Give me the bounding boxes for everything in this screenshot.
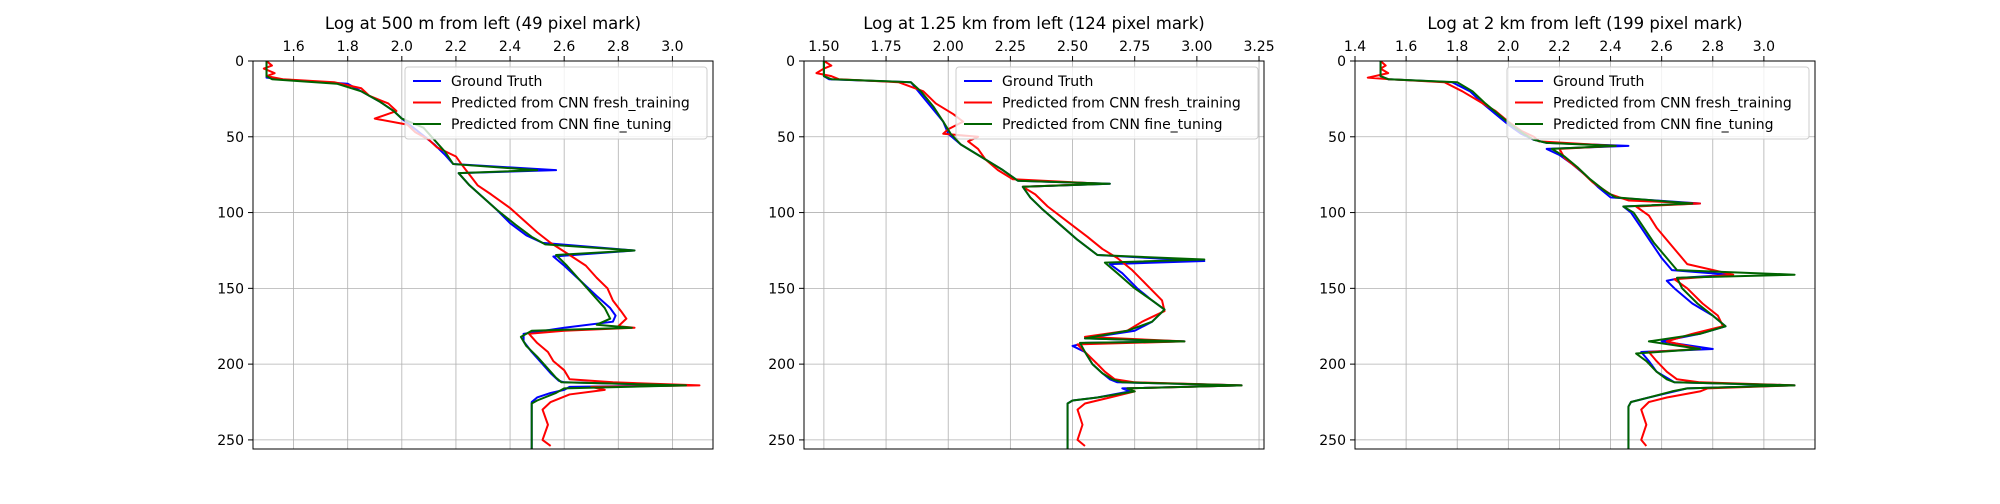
chart-panel-3: 1.4 1.6 1.8 2.0 2.2 2.4 2.6 2.8 3.0 0 50 100 150 200 2… [1319,14,1816,450]
x-tick-label: 3.25 [1243,39,1274,55]
x-tick-label: 3.00 [1181,39,1212,55]
plot-frame [1354,60,1816,450]
legend-label: Ground Truth [1002,74,1093,90]
legend-label: Ground Truth [451,74,542,90]
plot-frame [803,60,1265,450]
legend: Ground Truth Predicted from CNN fresh_tra… [404,66,708,140]
x-tick-label: 1.6 [282,39,304,55]
chart-panel-2: 1.50 1.75 2.00 2.25 2.50 2.75 3.00 3.25 0 50 100 15… [768,14,1275,450]
legend-label: Ground Truth [1553,74,1644,90]
legend: Ground Truth Predicted from CNN fresh_tra… [1506,66,1810,140]
x-tick-label: 2.4 [1599,39,1621,55]
y-tick-label: 0 [235,54,244,70]
chart-title: Log at 500 m from left (49 pixel mark) [325,14,641,33]
y-tick-label: 250 [217,433,244,449]
x-tick-label: 2.4 [499,39,521,55]
series-group [815,61,1243,449]
legend-label: Predicted from CNN fine_tuning [1553,117,1774,133]
y-tick-label: 50 [777,130,795,146]
plot-frame [252,60,714,450]
x-tick-label: 2.2 [1548,39,1570,55]
series-line-3 [265,61,687,449]
legend-label: Predicted from CNN fresh_training [1002,96,1241,112]
legend-box [1506,66,1810,140]
y-tick-label: 150 [1319,281,1346,297]
x-tick-label: 1.6 [1395,39,1417,55]
x-tick-label: 2.00 [933,39,964,55]
chart-title: Log at 1.25 km from left (124 pixel mark… [863,14,1204,33]
x-tick-label: 2.2 [445,39,467,55]
x-tick-label: 1.50 [808,39,839,55]
x-tick-label: 2.8 [1702,39,1724,55]
y-tick-label: 250 [768,433,795,449]
legend-label: Predicted from CNN fine_tuning [1002,117,1223,133]
series-line-3 [822,61,1243,449]
y-tick-label: 200 [217,357,244,373]
y-tick-label: 200 [768,357,795,373]
legend-label: Predicted from CNN fresh_training [451,96,690,112]
y-tick-label: 150 [768,281,795,297]
x-tick-label: 1.4 [1344,39,1366,55]
y-tick-label: 0 [786,54,795,70]
y-tick-label: 250 [1319,433,1346,449]
x-tick-label: 2.25 [995,39,1026,55]
x-tick-label: 2.0 [391,39,413,55]
y-tick-label: 200 [1319,357,1346,373]
x-tick-label: 3.0 [661,39,683,55]
y-tick-label: 50 [1328,130,1346,146]
legend-label: Predicted from CNN fresh_training [1553,96,1792,112]
x-tick-label: 2.6 [553,39,575,55]
chart-panel-1: 1.6 1.8 2.0 2.2 2.4 2.6 2.8 3.0 0 50 100 150 200 250 L… [217,14,714,450]
legend-label: Predicted from CNN fine_tuning [451,117,672,133]
y-tick-label: 0 [1337,54,1346,70]
x-tick-label: 1.8 [337,39,359,55]
y-tick-label: 150 [217,281,244,297]
legend-box [955,66,1259,140]
x-tick-label: 3.0 [1753,39,1775,55]
x-tick-label: 1.8 [1446,39,1468,55]
y-tick-label: 100 [768,206,795,222]
y-tick-label: 50 [226,130,244,146]
x-tick-label: 2.6 [1651,39,1673,55]
y-tick-label: 100 [1319,206,1346,222]
chart-title: Log at 2 km from left (199 pixel mark) [1427,14,1742,33]
series-group [262,61,701,449]
y-tick-label: 100 [217,206,244,222]
x-tick-label: 2.50 [1057,39,1088,55]
legend-box [404,66,708,140]
x-tick-label: 2.8 [607,39,629,55]
x-tick-label: 2.75 [1119,39,1150,55]
x-tick-label: 2.0 [1497,39,1519,55]
x-tick-label: 1.75 [870,39,901,55]
legend: Ground Truth Predicted from CNN fresh_tra… [955,66,1259,140]
